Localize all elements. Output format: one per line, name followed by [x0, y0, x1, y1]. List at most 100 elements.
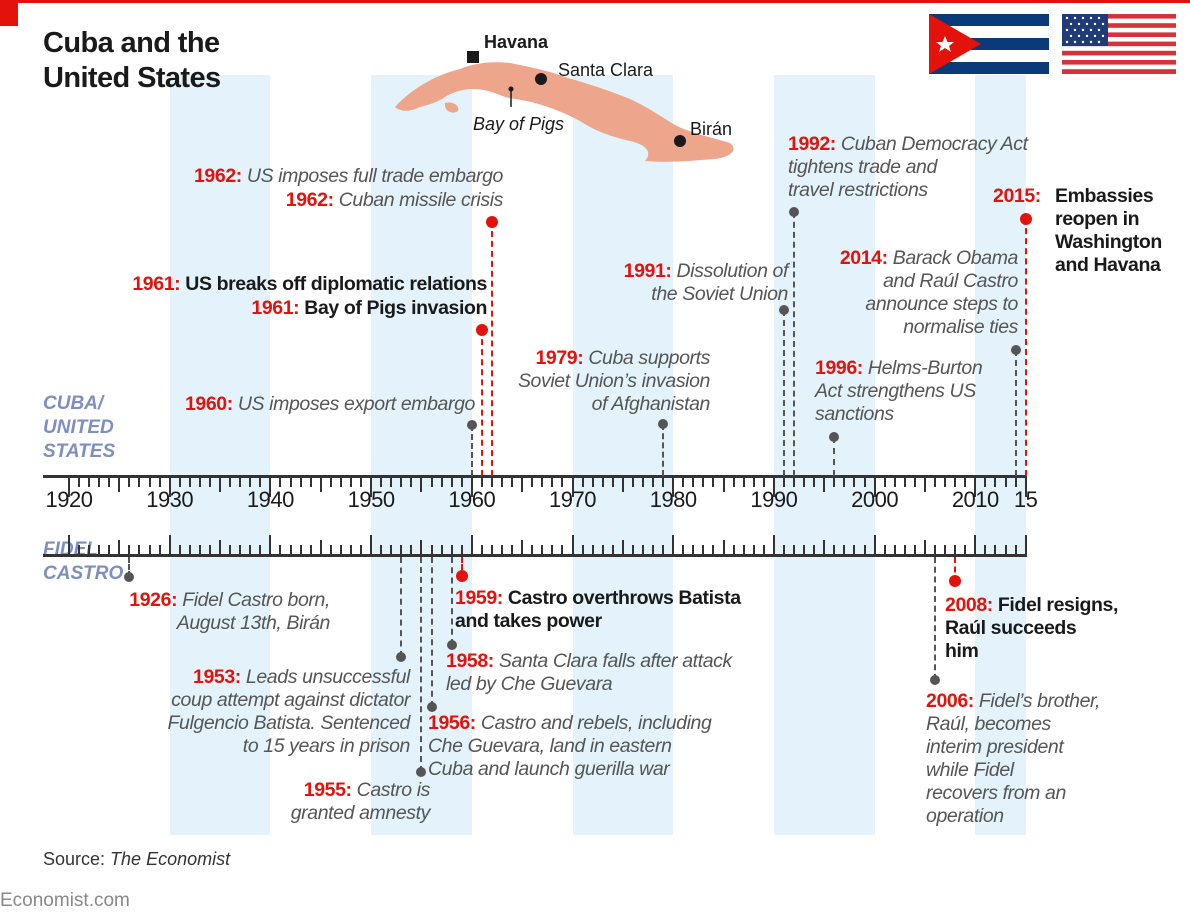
axis-tick-top [803, 477, 806, 487]
connector-1991 [778, 305, 789, 476]
axis-tick-top [410, 477, 413, 487]
event-text: US breaks off diplomatic relations [185, 273, 487, 295]
event-1996: 1996: Helms-Burton Act strengthens US sa… [815, 357, 983, 426]
event-text: Dissolution of the Soviet Union [651, 260, 788, 305]
axis-tick-top [128, 477, 131, 487]
axis-tick-top [460, 477, 463, 487]
axis-tick-bottom [611, 545, 614, 555]
axis-tick-bottom [108, 545, 111, 555]
axis-tick-bottom [480, 545, 483, 555]
axis-tick-bottom [954, 545, 957, 555]
axis-tick-bottom [782, 545, 785, 555]
axis-tick-top [853, 477, 856, 487]
axis-tick-top [571, 477, 574, 497]
event-year: 1960: [184, 393, 233, 415]
axis-tick-bottom [903, 545, 906, 555]
event-1961-bay-of-pigs: 1961: Bay of Pigs invasion [251, 297, 487, 320]
axis-tick-bottom [370, 535, 373, 555]
axis-tick-bottom [793, 545, 796, 555]
event-year: 2014: [839, 247, 888, 269]
axis-tick-bottom [823, 540, 826, 555]
axis-tick-top [631, 477, 634, 487]
event-year: 1959: [455, 587, 503, 609]
section-label-cuba-us: CUBA/ UNITED STATES [43, 393, 116, 462]
connector-2008 [949, 557, 962, 587]
axis-tick-bottom [511, 545, 514, 555]
event-text: Fidel resigns, Raúl succeeds him [945, 594, 1119, 662]
axis-tick-top [259, 477, 262, 487]
event-1962-trade-embargo: 1962: US imposes full trade embargo [194, 165, 503, 188]
connector-1962 [485, 216, 498, 476]
axis-tick-top [178, 477, 181, 487]
event-text: Castro overthrows Batista and takes powe… [455, 587, 741, 632]
axis-tick-bottom [299, 545, 302, 555]
axis-tick-top [903, 477, 906, 487]
connector-1979 [658, 419, 669, 476]
event-2015-text: Embassies reopen in Washington and Havan… [1055, 185, 1162, 276]
axis-tick-label: 1920 [45, 487, 93, 512]
axis-tick-bottom [68, 535, 70, 555]
event-1926: 1926: Fidel Castro born, August 13th, Bi… [129, 589, 330, 635]
event-year: 1955: [303, 779, 352, 801]
axis-tick-top [1014, 477, 1017, 487]
source-name: The Economist [110, 849, 231, 869]
axis-tick-label: 1940 [246, 487, 294, 512]
axis-tick-bottom [571, 535, 574, 555]
axis-tick-top [702, 477, 705, 487]
axis-tick-bottom [984, 545, 987, 555]
axis-tick-top [470, 477, 473, 497]
axis-tick-top [349, 477, 352, 487]
brand-link[interactable]: Economist.com [0, 890, 130, 911]
event-text: US imposes export embargo [237, 393, 476, 415]
santa-clara-label: Santa Clara [558, 60, 654, 80]
axis-tick-top [561, 477, 564, 487]
axis-tick-top [712, 477, 715, 487]
connector-1961 [475, 324, 488, 476]
axis-tick-top [299, 477, 302, 487]
axis-tick-top [591, 477, 594, 487]
axis-tick-bottom [329, 545, 332, 555]
axis-tick-top [249, 477, 252, 487]
event-text: Fidel’s brother, Raúl, becomes interim p… [926, 690, 1101, 827]
axis-tick-top [813, 477, 816, 487]
axis-tick-label: 15 [1013, 487, 1038, 512]
event-1960: 1960: US imposes export embargo [185, 393, 475, 416]
axis-tick-bottom [309, 545, 312, 555]
biran-marker [674, 135, 686, 147]
axis-tick-top [319, 477, 322, 492]
axis-tick-label: 1990 [750, 487, 798, 512]
axis-tick-bottom [964, 545, 967, 555]
axis-tick-bottom [178, 545, 181, 555]
axis-tick-top [188, 477, 191, 487]
axis-tick-label: 1970 [549, 487, 596, 512]
axis-tick-bottom [319, 540, 322, 555]
event-year: 1962: [285, 189, 334, 211]
cuba-island [395, 62, 734, 162]
axis-tick-top [501, 477, 503, 487]
decade-band [975, 75, 1026, 835]
axis-tick-bottom [239, 545, 242, 555]
event-text: Santa Clara falls after attack led by Ch… [446, 650, 732, 695]
axis-tick-top [611, 477, 614, 487]
event-year: 1962: [193, 165, 242, 187]
axis-tick-bottom [430, 545, 433, 555]
axis-tick-bottom [682, 545, 685, 555]
axis-tick-top [621, 477, 624, 492]
axis-tick-bottom [360, 545, 363, 555]
axis-tick-bottom [279, 545, 282, 555]
connector-1953 [396, 557, 407, 662]
axis-tick-top [78, 477, 81, 487]
axis-tick-top [782, 477, 785, 487]
event-year: 2008: [945, 594, 993, 616]
axis-tick-top [913, 477, 916, 487]
axis-tick-bottom [732, 545, 735, 555]
axis-tick-top [883, 477, 886, 487]
havana-marker [467, 51, 479, 63]
connector-1958 [446, 557, 457, 650]
axis-tick-top [480, 477, 483, 487]
axis-tick-bottom [813, 545, 816, 555]
axis-tick-bottom [702, 545, 705, 555]
axis-tick-bottom [601, 545, 604, 555]
axis-tick-top [138, 477, 141, 487]
axis-tick-top [430, 477, 433, 487]
